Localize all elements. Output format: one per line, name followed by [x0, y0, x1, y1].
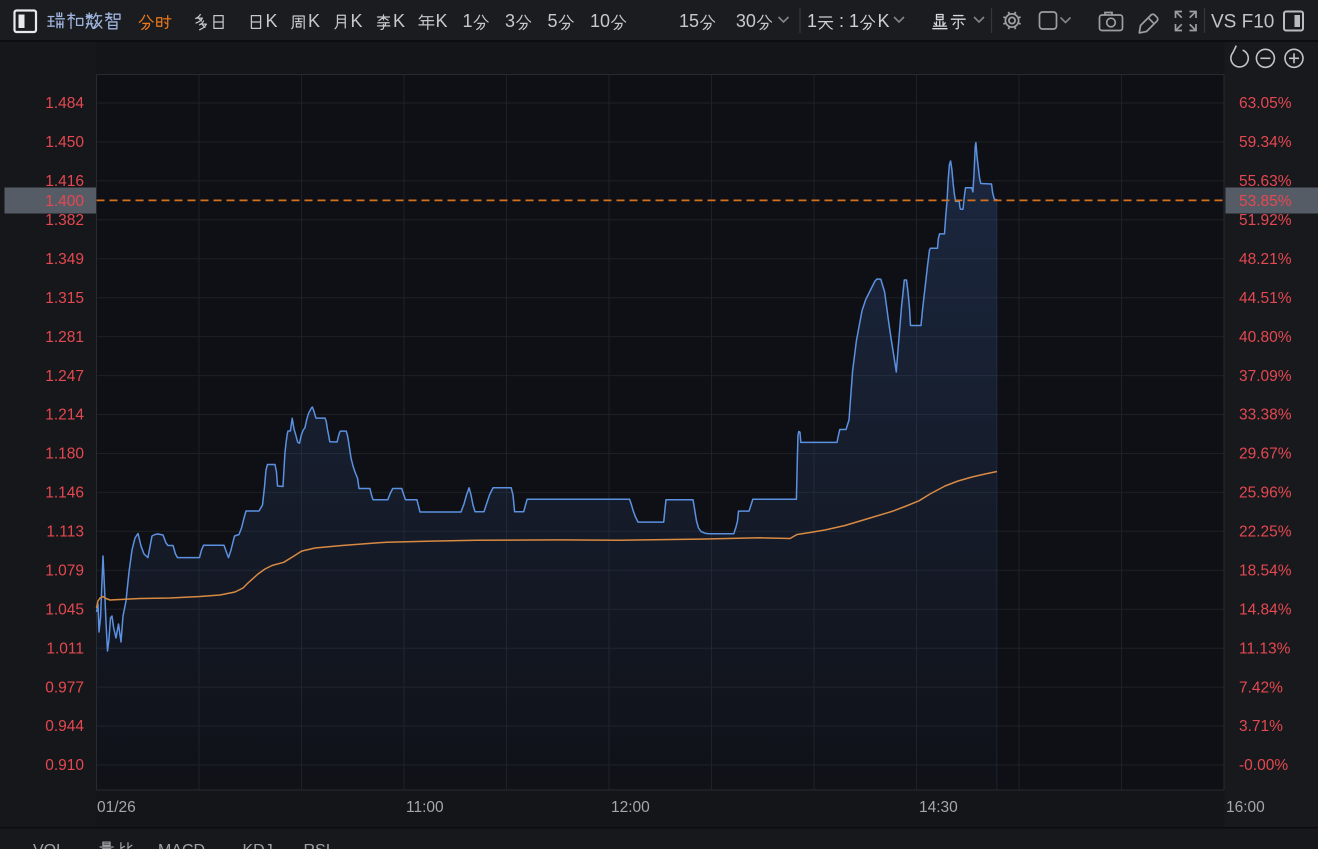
svg-text:48.21%: 48.21% — [1239, 251, 1292, 268]
svg-text:55.63%: 55.63% — [1239, 173, 1292, 190]
svg-text:5: 5 — [548, 11, 558, 31]
svg-text:37.09%: 37.09% — [1239, 368, 1292, 385]
svg-text:12:00: 12:00 — [611, 799, 650, 816]
svg-text:59.34%: 59.34% — [1239, 134, 1292, 151]
svg-text:30: 30 — [736, 11, 756, 31]
svg-text:15: 15 — [679, 11, 699, 31]
svg-text:3.71%: 3.71% — [1239, 718, 1283, 735]
svg-text:1.247: 1.247 — [45, 368, 84, 385]
svg-text:K: K — [393, 11, 405, 31]
svg-text:1.146: 1.146 — [45, 485, 84, 502]
svg-text:1.011: 1.011 — [46, 640, 84, 657]
svg-text:VS F10: VS F10 — [1211, 12, 1274, 33]
svg-text:11:00: 11:00 — [406, 799, 444, 816]
svg-text:KDJ: KDJ — [243, 842, 273, 849]
svg-text:1.416: 1.416 — [45, 173, 84, 190]
svg-text:1.113: 1.113 — [46, 524, 84, 541]
svg-text:K: K — [266, 11, 278, 31]
svg-text:40.80%: 40.80% — [1239, 329, 1292, 346]
svg-text:0.977: 0.977 — [45, 679, 84, 696]
svg-text:0.944: 0.944 — [45, 718, 84, 735]
svg-text:1: 1 — [807, 11, 817, 31]
svg-text:1.079: 1.079 — [45, 563, 84, 580]
svg-text:0.910: 0.910 — [45, 757, 84, 774]
svg-text:K: K — [878, 11, 890, 31]
svg-text:1.400: 1.400 — [45, 193, 84, 210]
svg-text:29.67%: 29.67% — [1239, 446, 1292, 463]
svg-text:16:00: 16:00 — [1226, 799, 1265, 816]
svg-text:1.382: 1.382 — [45, 212, 84, 229]
svg-text:14.84%: 14.84% — [1239, 601, 1292, 618]
svg-text:1.281: 1.281 — [45, 329, 84, 346]
svg-text:K: K — [436, 11, 448, 31]
svg-text:11.13%: 11.13% — [1239, 640, 1291, 657]
svg-text:1: 1 — [849, 11, 859, 31]
svg-text:K: K — [308, 11, 320, 31]
svg-text:7.42%: 7.42% — [1239, 679, 1283, 696]
svg-text:14:30: 14:30 — [919, 799, 958, 816]
svg-text:10: 10 — [590, 11, 610, 31]
svg-text:51.92%: 51.92% — [1239, 212, 1292, 229]
svg-text:44.51%: 44.51% — [1239, 290, 1292, 307]
svg-text:1.180: 1.180 — [45, 446, 84, 463]
svg-text:1.349: 1.349 — [45, 251, 84, 268]
svg-text:53.85%: 53.85% — [1239, 193, 1292, 210]
svg-text:K: K — [351, 11, 363, 31]
svg-text:18.54%: 18.54% — [1239, 563, 1292, 580]
svg-text:RSI: RSI — [304, 842, 331, 849]
svg-text:33.38%: 33.38% — [1239, 407, 1292, 424]
svg-text::: : — [839, 11, 844, 31]
svg-text:63.05%: 63.05% — [1239, 95, 1292, 112]
svg-text:1.045: 1.045 — [45, 601, 84, 618]
svg-text:01/26: 01/26 — [97, 799, 136, 816]
svg-text:-0.00%: -0.00% — [1239, 757, 1288, 774]
svg-text:1.214: 1.214 — [45, 407, 84, 424]
svg-text:3: 3 — [505, 11, 515, 31]
svg-text:1.450: 1.450 — [45, 134, 84, 151]
svg-text:1.315: 1.315 — [45, 290, 84, 307]
svg-text:1: 1 — [463, 11, 473, 31]
svg-text:MACD: MACD — [158, 842, 205, 849]
svg-text:VOL: VOL — [33, 842, 65, 849]
svg-text:22.25%: 22.25% — [1239, 524, 1292, 541]
svg-text:1.484: 1.484 — [45, 95, 84, 112]
svg-text:25.96%: 25.96% — [1239, 485, 1292, 502]
